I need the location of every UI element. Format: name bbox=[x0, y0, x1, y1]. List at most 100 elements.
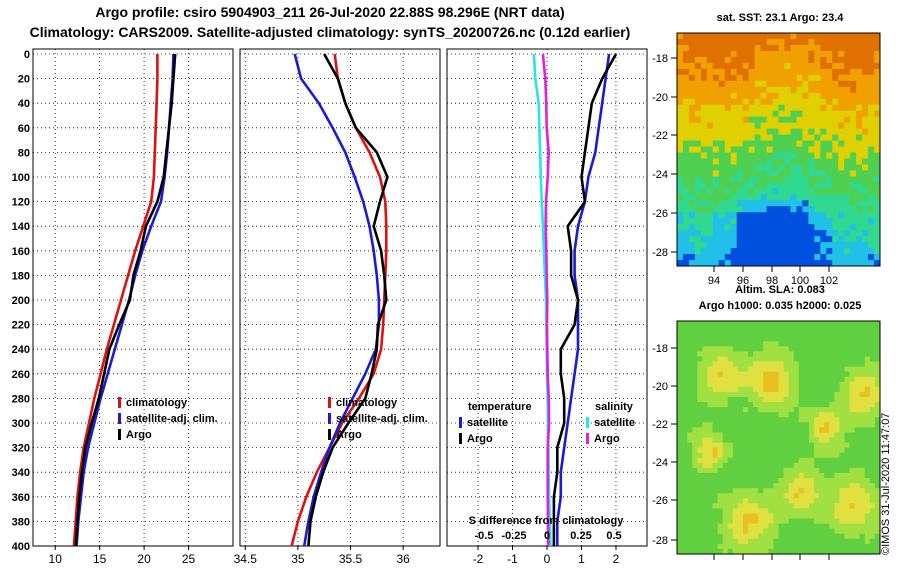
map-cell bbox=[783, 483, 790, 489]
map-cell bbox=[778, 248, 785, 255]
map-cell bbox=[798, 386, 805, 393]
map-cell bbox=[796, 236, 803, 243]
map-cell bbox=[748, 417, 754, 423]
map-cell bbox=[826, 74, 833, 82]
map-cell bbox=[819, 336, 825, 342]
map-cell bbox=[682, 92, 690, 100]
map-cell bbox=[834, 331, 840, 337]
map-cell bbox=[732, 356, 739, 362]
legend-swatch bbox=[118, 397, 121, 408]
map-cell bbox=[826, 116, 833, 124]
map-cell bbox=[697, 533, 703, 540]
map-cell bbox=[844, 122, 851, 129]
map-cell bbox=[682, 122, 690, 129]
map-cell bbox=[737, 321, 744, 327]
map-cell bbox=[803, 361, 810, 367]
map-cell bbox=[682, 452, 688, 459]
map-cell bbox=[758, 371, 764, 378]
map-cell bbox=[824, 331, 830, 337]
map-cell bbox=[832, 164, 839, 171]
map-cell bbox=[760, 50, 767, 58]
map-cell bbox=[783, 381, 790, 388]
map-cell bbox=[788, 493, 795, 499]
map-cell bbox=[732, 483, 739, 489]
map-cell bbox=[788, 447, 795, 454]
map-cell bbox=[694, 134, 702, 141]
map-cell bbox=[772, 146, 779, 153]
map-cell bbox=[802, 164, 809, 171]
map-cell bbox=[864, 376, 871, 383]
map-cell bbox=[819, 396, 825, 403]
map-cell bbox=[692, 336, 698, 342]
map-cell bbox=[758, 523, 764, 530]
map-cell bbox=[849, 396, 856, 403]
map-cell bbox=[682, 341, 688, 347]
map-cell bbox=[874, 140, 881, 147]
map-cell bbox=[702, 346, 708, 352]
map-cell bbox=[677, 518, 683, 525]
map-cell bbox=[793, 432, 800, 438]
map-cell bbox=[763, 366, 769, 373]
map-cell bbox=[790, 206, 797, 213]
map-cell bbox=[824, 498, 830, 504]
map-cell bbox=[803, 442, 810, 449]
map-cell bbox=[758, 508, 764, 514]
map-cell bbox=[753, 402, 759, 408]
map-cell bbox=[832, 182, 839, 189]
map-cell bbox=[724, 260, 732, 267]
map-cell bbox=[712, 407, 718, 413]
map-cell bbox=[796, 56, 803, 64]
map-cell bbox=[748, 116, 756, 124]
map-cell bbox=[783, 331, 790, 337]
map-cell bbox=[874, 230, 881, 237]
map-cell bbox=[712, 80, 720, 88]
map-cell bbox=[854, 533, 861, 540]
map-cell bbox=[742, 533, 749, 540]
map-cell bbox=[856, 224, 863, 231]
map-cell bbox=[864, 412, 871, 418]
map-cell bbox=[788, 472, 795, 479]
map-cell bbox=[702, 356, 708, 362]
map-cell bbox=[862, 206, 869, 213]
map-cell bbox=[753, 498, 759, 504]
map-cell bbox=[732, 376, 739, 383]
map-cell bbox=[778, 44, 785, 52]
map-cell bbox=[783, 346, 790, 352]
map-cell bbox=[702, 467, 708, 474]
map-cell bbox=[864, 402, 871, 408]
map-cell bbox=[790, 134, 797, 141]
map-cell bbox=[803, 371, 810, 378]
map-cell bbox=[760, 122, 767, 129]
map-cell bbox=[707, 543, 713, 550]
map-cell bbox=[677, 386, 683, 393]
map-cell bbox=[824, 488, 830, 494]
map-cell bbox=[706, 74, 714, 82]
map-cell bbox=[868, 68, 875, 76]
map-cell bbox=[737, 391, 744, 398]
map-cell bbox=[820, 146, 827, 153]
map-cell bbox=[832, 116, 839, 124]
map-cell bbox=[820, 56, 827, 64]
map-cell bbox=[772, 194, 779, 201]
map-cell bbox=[819, 351, 825, 357]
map-cell bbox=[869, 523, 876, 530]
map-cell bbox=[773, 331, 779, 337]
map-cell bbox=[864, 447, 871, 454]
map-cell bbox=[768, 432, 774, 438]
map-cell bbox=[778, 38, 785, 46]
map-cell bbox=[712, 467, 718, 474]
map-cell bbox=[820, 194, 827, 201]
map-cell bbox=[798, 472, 805, 479]
map-cell bbox=[820, 188, 827, 195]
map-cell bbox=[874, 341, 881, 347]
map-cell bbox=[700, 236, 708, 243]
map-cell bbox=[874, 242, 881, 249]
map-cell bbox=[859, 493, 866, 499]
map-cell bbox=[688, 146, 696, 153]
map-cell bbox=[697, 422, 703, 428]
map-cell bbox=[819, 321, 825, 327]
map-cell bbox=[874, 467, 881, 474]
map-cell bbox=[706, 152, 714, 159]
map-cell bbox=[864, 472, 871, 479]
map-cell bbox=[784, 74, 791, 82]
